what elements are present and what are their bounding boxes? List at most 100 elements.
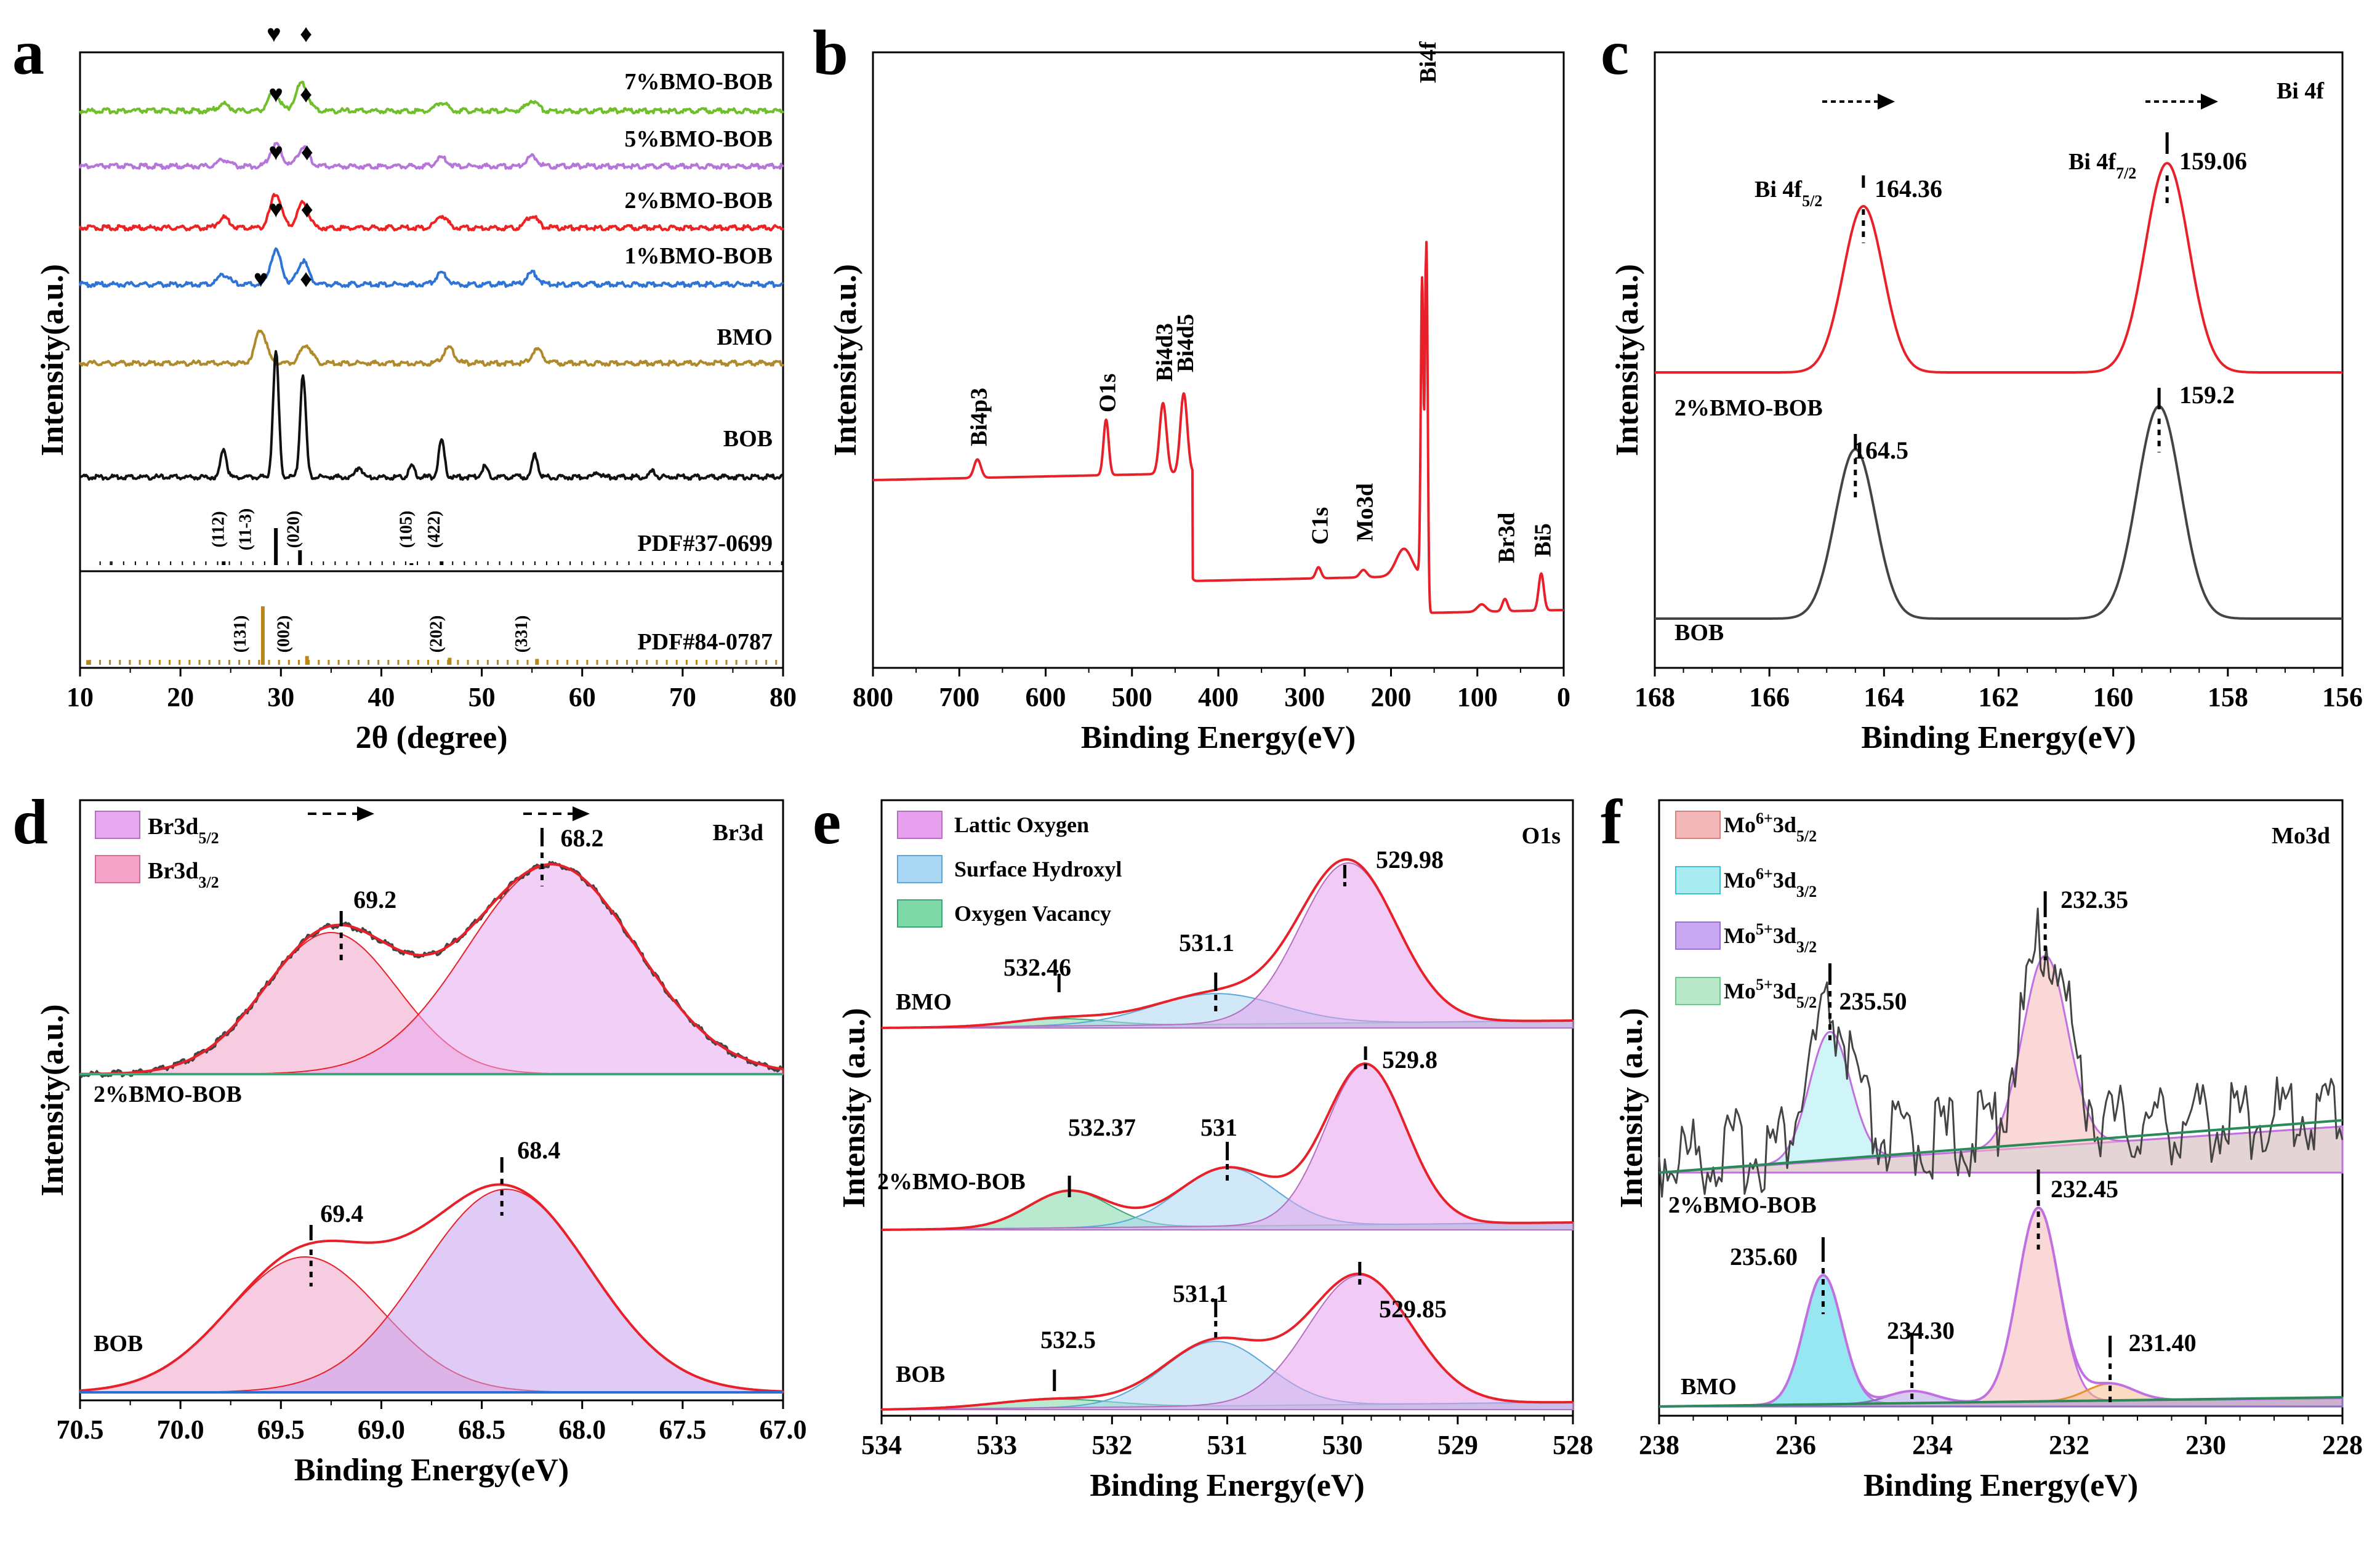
- br3d-value: 68.2: [560, 824, 603, 852]
- x-tick-label: 300: [1284, 682, 1325, 712]
- xrd-curve-BOB: [79, 350, 784, 481]
- mo3d-legend-label-base: Mo: [1724, 813, 1756, 837]
- br3d-legend-52-base: Br3d: [148, 814, 198, 840]
- xrd-curve-5%BMO-BOB: [79, 142, 784, 170]
- o1s-value: 529.98: [1376, 846, 1444, 873]
- heart-marker: ♥: [254, 265, 268, 292]
- mo3d-legend-label: Mo5+3d5/2: [1724, 976, 1817, 1011]
- o1s-value: 529.8: [1382, 1046, 1437, 1073]
- bi4f-72-label-base: Bi 4f: [2068, 149, 2117, 175]
- x-tick-label: 162: [1979, 682, 2019, 712]
- mo3d-value: 235.50: [1839, 987, 1907, 1015]
- panel-b-letter: b: [813, 17, 848, 88]
- mo3d-legend-label-tail: 3d: [1773, 868, 1796, 893]
- shift-arrow-head: [573, 806, 590, 821]
- diamond-marker: ♦: [300, 20, 312, 47]
- panel-d-letter: d: [12, 787, 48, 857]
- br3d-legend-32-label-sub: 3/2: [198, 873, 219, 891]
- x-tick-label: 67.0: [760, 1415, 807, 1445]
- x-tick-label: 69.0: [358, 1415, 405, 1445]
- bi4f-title: Bi 4f: [2277, 78, 2325, 104]
- x-tick-label: 168: [1634, 682, 1675, 712]
- xrd-curve-1%BMO-BOB: [79, 247, 784, 288]
- o1s-title: O1s: [1522, 823, 1561, 849]
- o1s-legend-label: Surface Hydroxyl: [954, 857, 1122, 881]
- mo3d-legend-label-sub: 3/2: [1796, 883, 1817, 901]
- mo3d-legend-label-sup: 5+: [1756, 976, 1773, 993]
- pdf1-hkl: (11-3): [236, 508, 255, 550]
- br3d-envelope: [80, 863, 784, 1075]
- y-axis-label: Intensity(a.u.): [828, 264, 863, 456]
- bi4f-value: 159.06: [2179, 147, 2247, 175]
- xrd-sample-label: 5%BMO-BOB: [624, 126, 773, 152]
- br3d-legend-32-label-base: Br3d: [148, 858, 198, 884]
- x-tick-label: 70.5: [57, 1415, 104, 1445]
- o1s-legend-swatch: [897, 855, 943, 883]
- x-tick-label: 528: [1553, 1430, 1593, 1460]
- bi4f-sample-label: 2%BMO-BOB: [1674, 395, 1823, 421]
- y-axis-label: Intensity(a.u.): [1610, 264, 1645, 456]
- survey-peak-label: C1s: [1308, 507, 1333, 545]
- pdf1-hkl: (112): [209, 511, 228, 547]
- mo3d-legend-label-sup: 6+: [1756, 865, 1773, 883]
- x-tick-label: 70.0: [157, 1415, 204, 1445]
- survey-peak-label: Bi4d3: [1152, 323, 1178, 382]
- mo3d-legend-label: Mo5+3d3/2: [1724, 920, 1817, 956]
- panel-e-frame: [880, 799, 1574, 1417]
- pdf2-label: PDF#84-0787: [637, 629, 773, 655]
- x-tick-label: 600: [1026, 682, 1066, 712]
- survey-peak-label: Bi4d5: [1173, 314, 1199, 372]
- br3d-legend-52-sub: 5/2: [198, 829, 219, 847]
- o1s-value: 529.85: [1379, 1295, 1447, 1323]
- o1s-value: 532.5: [1040, 1326, 1096, 1354]
- x-tick-label: 700: [939, 682, 979, 712]
- x-tick-label: 20: [167, 682, 194, 712]
- x-tick-label: 530: [1322, 1430, 1363, 1460]
- survey-curve: [872, 241, 1565, 614]
- y-axis-label: Intensity (a.u.): [837, 1008, 872, 1208]
- bi4f-52-label-sub: 5/2: [1802, 192, 1822, 210]
- mo3d-legend-label-base: Mo: [1724, 979, 1756, 1003]
- o1s-sample-label: BOB: [896, 1362, 945, 1387]
- br3d-legend-52: Br3d5/2: [148, 814, 219, 847]
- xrd-curve-BMO: [79, 329, 784, 367]
- o1s-legend-swatch: [897, 811, 943, 839]
- x-tick-label: 68.5: [458, 1415, 505, 1445]
- y-axis-label: Intensity(a.u.): [35, 1004, 70, 1196]
- xrd-sample-label: 2%BMO-BOB: [624, 188, 773, 214]
- x-axis-label: Binding Energy(eV): [1081, 720, 1356, 755]
- br3d-title: Br3d: [713, 820, 763, 846]
- diamond-marker: ♦: [300, 195, 313, 223]
- x-tick-label: 534: [861, 1430, 902, 1460]
- o1s-legend-label: Lattic Oxygen: [954, 813, 1089, 837]
- diamond-marker: ♦: [300, 138, 313, 166]
- panel-e-letter: e: [813, 787, 841, 857]
- br3d-value: 68.4: [517, 1136, 560, 1164]
- mo3d-legend-label: Mo6+3d5/2: [1724, 809, 1817, 845]
- o1s-sample-label: BMO: [896, 989, 952, 1015]
- heart-marker: ♥: [268, 80, 283, 108]
- pdf2-hkl: (002): [274, 616, 293, 653]
- xrd-curve-7%BMO-BOB: [79, 81, 784, 114]
- mo3d-value: 231.40: [2129, 1329, 2197, 1357]
- mo3d-legend-label-sub: 3/2: [1796, 938, 1817, 956]
- o1s-value: 531.1: [1173, 1280, 1228, 1307]
- pdf2-hkl: (131): [231, 616, 250, 653]
- mo3d-legend-label-tail: 3d: [1773, 923, 1796, 948]
- x-tick-label: 158: [2208, 682, 2248, 712]
- x-tick-label: 800: [853, 682, 893, 712]
- mo3d-baseline: [1658, 1119, 2343, 1174]
- x-tick-label: 533: [976, 1430, 1017, 1460]
- x-tick-label: 70: [669, 682, 696, 712]
- x-tick-label: 0: [1557, 682, 1570, 712]
- bi4f-52-label-base: Bi 4f: [1755, 177, 1803, 203]
- pdf2-hkl: (331): [512, 616, 531, 653]
- y-axis-label: Intensity(a.u.): [35, 264, 70, 456]
- x-axis-label: Binding Energy(eV): [1863, 1468, 2138, 1503]
- x-tick-label: 69.5: [257, 1415, 305, 1445]
- x-axis-label: Binding Energy(eV): [1861, 720, 2136, 755]
- o1s-value: 532.46: [1003, 953, 1071, 981]
- x-tick-label: 234: [1912, 1430, 1953, 1460]
- br3d-value: 69.4: [320, 1200, 363, 1227]
- shift-arrow-head: [2201, 94, 2218, 110]
